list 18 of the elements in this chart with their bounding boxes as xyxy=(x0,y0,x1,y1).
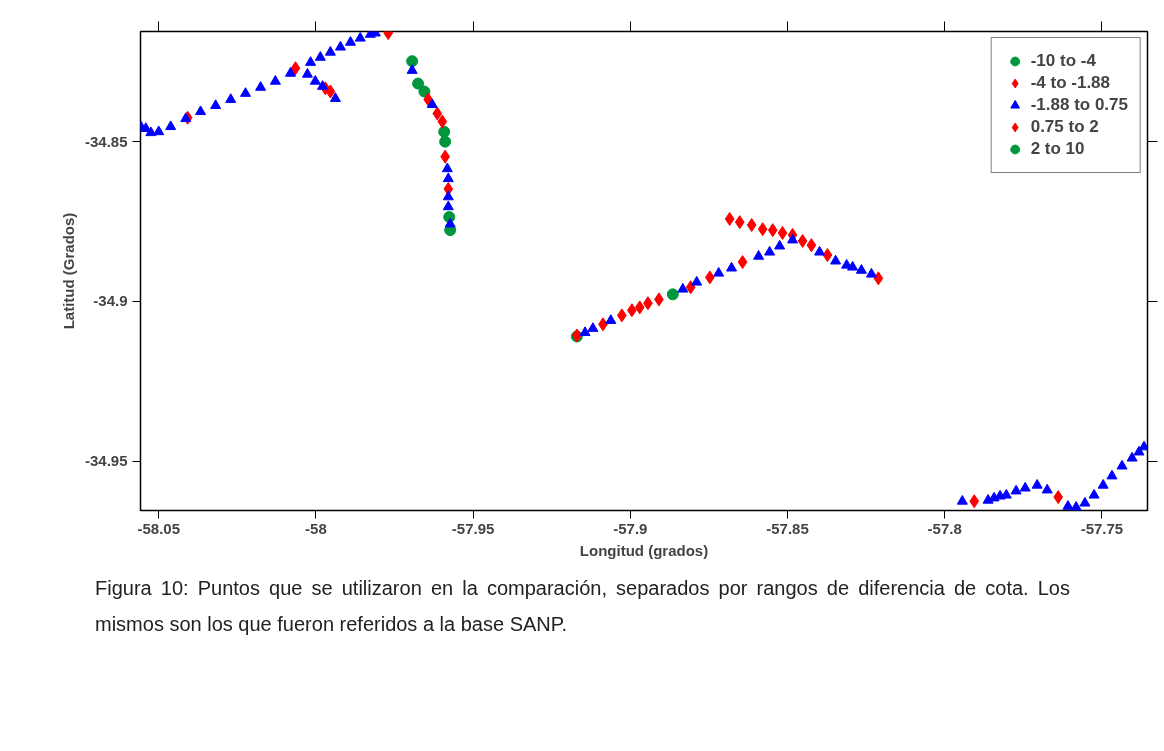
y-tick-label: -34.9 xyxy=(93,292,128,310)
x-tick-label: -57.8 xyxy=(927,519,962,537)
x-tick-label: -57.75 xyxy=(1080,519,1124,537)
x-tick-label: -57.95 xyxy=(451,519,495,537)
x-tick-label: -58.05 xyxy=(137,519,181,537)
legend-label: -10 to -4 xyxy=(1030,51,1096,71)
x-tick-label: -58 xyxy=(305,519,327,537)
y-tick-label: -34.85 xyxy=(84,132,128,150)
x-tick-label: -57.85 xyxy=(766,519,809,537)
legend-label: 0.75 to 2 xyxy=(1030,117,1099,137)
x-axis-title: Longitud (grados) xyxy=(579,541,709,559)
legend-label: -1.88 to 0.75 xyxy=(1030,95,1128,115)
x-tick-label: -57.9 xyxy=(613,519,648,537)
legend-label: -4 to -1.88 xyxy=(1030,73,1111,93)
y-axis-title: Latitud (Grados) xyxy=(59,212,77,330)
y-tick-label: -34.95 xyxy=(84,452,128,469)
legend-label: 2 to 10 xyxy=(1030,139,1085,159)
text: Figura 10: Puntos que se utilizaron en la comparación, separados por rangos de diferencia de cota. Los mismos son los que fueron referidos a la base SANP. xyxy=(95,576,1070,637)
